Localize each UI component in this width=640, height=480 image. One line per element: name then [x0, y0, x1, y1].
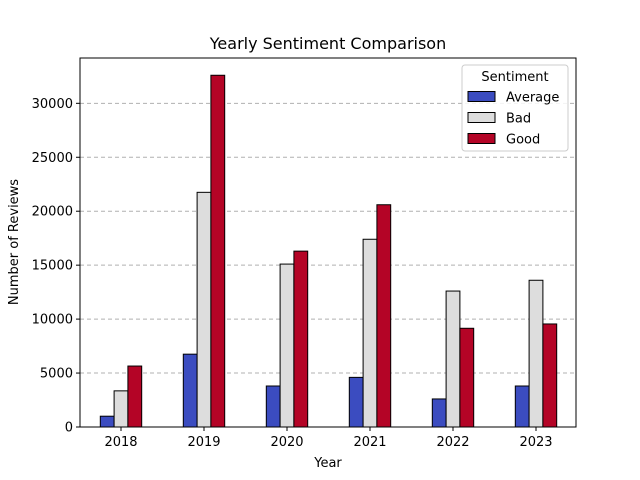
bar-bad-2018	[113, 390, 129, 428]
x-axis-ticks: 2018 2019 2020 2021 2022 2023	[104, 427, 553, 450]
x-axis-label: Year	[313, 456, 342, 471]
legend-label-bad: Bad	[506, 112, 531, 127]
legend-swatch-average	[467, 91, 496, 102]
legend-box	[461, 64, 569, 152]
legend-label-good: Good	[506, 133, 540, 148]
y-tick-label: 15000	[32, 259, 73, 274]
y-tick-label: 30000	[32, 97, 73, 112]
bar-good-2020	[293, 250, 309, 428]
bar-average-2020	[265, 385, 281, 428]
grid-lines	[80, 102, 576, 428]
legend-swatch-good	[467, 133, 496, 144]
bars	[99, 74, 558, 428]
y-tick-label: 10000	[32, 313, 73, 328]
bar-good-2023	[542, 323, 558, 428]
bar-average-2021	[348, 376, 364, 428]
bar-average-2023	[514, 385, 530, 428]
bar-bad-2023	[528, 279, 544, 428]
plot-frame	[79, 57, 577, 428]
legend: Sentiment Average Bad Good	[461, 64, 569, 152]
legend-swatch-bad	[467, 112, 496, 123]
x-tick-label: 2023	[519, 435, 552, 450]
y-tick-label: 0	[65, 421, 73, 436]
y-axis-label: Number of Reviews	[7, 179, 22, 305]
legend-title: Sentiment	[481, 70, 548, 85]
bar-bad-2022	[445, 290, 461, 428]
bar-bad-2021	[362, 238, 378, 428]
bar-good-2022	[459, 327, 475, 428]
x-tick-label: 2022	[436, 435, 469, 450]
bar-bad-2019	[196, 191, 212, 428]
bar-good-2021	[376, 204, 392, 428]
bar-average-2018	[99, 415, 115, 428]
x-tick-label: 2021	[353, 435, 386, 450]
x-tick-label: 2020	[270, 435, 303, 450]
y-tick-label: 25000	[32, 151, 73, 166]
bar-good-2018	[127, 365, 143, 428]
bar-average-2022	[431, 398, 447, 428]
x-tick-label: 2019	[187, 435, 220, 450]
legend-label-average: Average	[506, 91, 559, 106]
y-tick-label: 5000	[40, 367, 73, 382]
chart-title: Yearly Sentiment Comparison	[209, 34, 446, 53]
y-tick-label: 20000	[32, 205, 73, 220]
y-axis-ticks: 0 5000 10000 15000 20000 25000 30000	[32, 97, 80, 436]
x-tick-label: 2018	[104, 435, 137, 450]
bar-bad-2020	[279, 263, 295, 428]
bar-good-2019	[210, 74, 226, 428]
bar-average-2019	[182, 353, 198, 428]
